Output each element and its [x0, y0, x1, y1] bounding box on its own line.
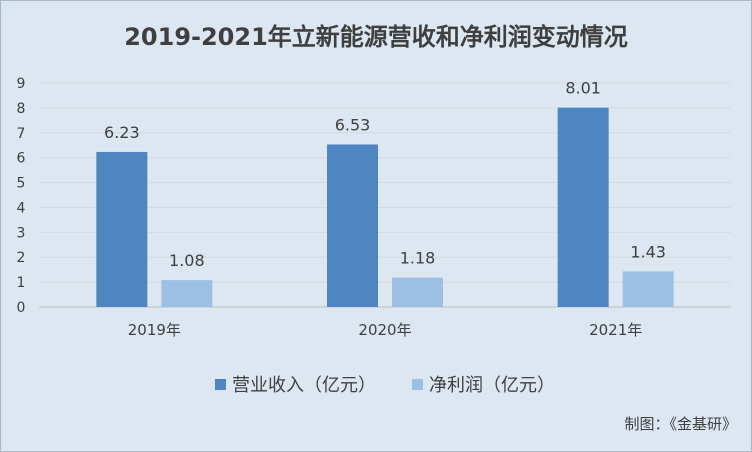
data-label: 8.01 [565, 79, 601, 98]
y-tick-label: 0 [17, 300, 26, 316]
legend-label-revenue: 营业收入（亿元） [232, 375, 376, 396]
bar [557, 107, 609, 307]
data-label: 1.08 [169, 251, 205, 270]
legend-swatch-profit [412, 378, 423, 390]
data-label: 1.18 [400, 249, 436, 268]
credit-text: 制图：《金基研》 [624, 415, 737, 433]
bar [392, 277, 443, 307]
data-label: 1.43 [630, 242, 666, 261]
y-tick-label: 5 [17, 176, 26, 192]
bars [96, 107, 674, 307]
y-tick-label: 4 [17, 200, 26, 216]
plot-area: 0 1 2 3 4 5 6 7 8 9 6.23 1.08 6.53 1.18 8.01 1.43 2019… [17, 76, 731, 339]
legend-item-profit: 净利润（亿元） [412, 371, 555, 397]
y-tick-labels: 0 1 2 3 4 5 6 7 8 9 [17, 76, 26, 316]
y-tick-label: 1 [17, 275, 26, 291]
y-tick-label: 7 [17, 126, 26, 142]
chart-title: 2019-2021年立新能源营收和净利润变动情况 [124, 23, 628, 51]
x-tick-label: 2020年 [358, 321, 411, 339]
bar [161, 280, 213, 307]
y-tick-label: 6 [17, 151, 26, 167]
y-tick-label: 9 [17, 76, 26, 92]
bar [96, 151, 148, 307]
bar [622, 271, 674, 307]
gridlines [39, 82, 731, 308]
y-tick-label: 8 [17, 101, 26, 117]
legend-item-revenue: 营业收入（亿元） [215, 371, 376, 397]
legend: 营业收入（亿元） 净利润（亿元） [215, 371, 555, 397]
legend-label-profit: 净利润（亿元） [429, 375, 555, 396]
x-tick-labels: 2019年 2020年 2021年 [128, 321, 643, 339]
y-tick-label: 2 [17, 250, 26, 266]
y-tick-label: 3 [17, 225, 26, 241]
legend-swatch-revenue [215, 378, 226, 390]
x-tick-label: 2021年 [589, 321, 642, 339]
bar [327, 144, 378, 307]
x-tick-label: 2019年 [128, 321, 181, 339]
data-label: 6.23 [104, 123, 140, 142]
data-label: 6.53 [335, 115, 371, 134]
data-labels: 6.23 1.08 6.53 1.18 8.01 1.43 [104, 79, 666, 270]
